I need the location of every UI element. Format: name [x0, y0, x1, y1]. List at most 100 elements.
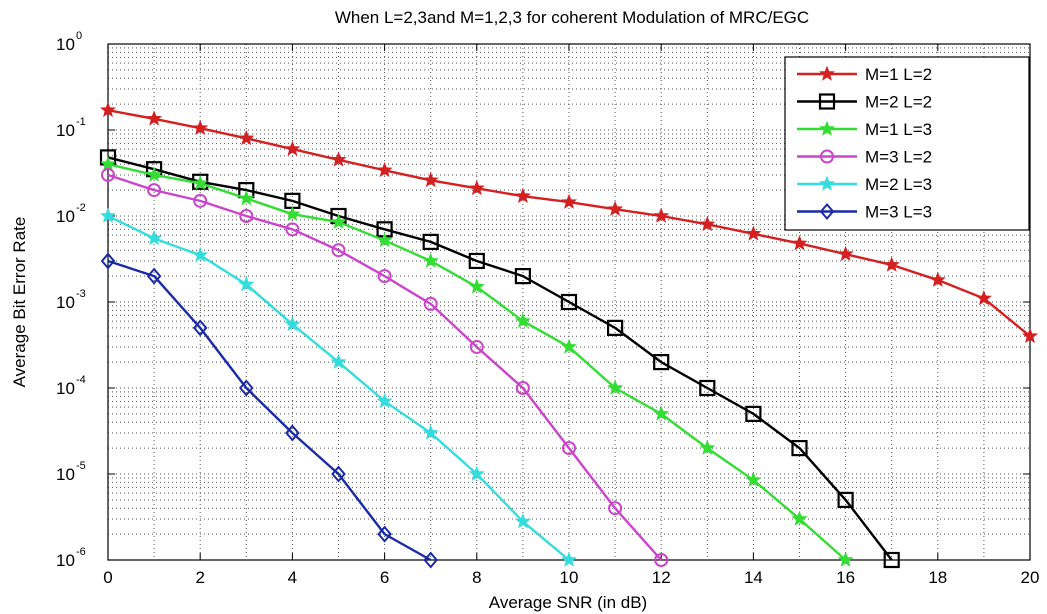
y-tick-label-base: 10 [56, 465, 75, 484]
data-point-marker [607, 379, 624, 395]
data-point-marker [238, 190, 255, 206]
x-tick-label: 16 [836, 568, 855, 587]
data-point-marker [285, 424, 300, 442]
y-tick-label-base: 10 [56, 293, 75, 312]
data-point-marker [654, 553, 669, 567]
data-point-marker [422, 233, 439, 250]
data-point-marker [192, 319, 208, 337]
data-point-marker [607, 200, 624, 216]
data-point-marker [819, 65, 835, 81]
y-tick-label-base: 10 [56, 121, 75, 140]
data-point-marker [561, 338, 577, 354]
data-point-marker [883, 256, 900, 272]
data-point-marker [653, 405, 670, 421]
data-point-marker [146, 229, 163, 246]
data-point-marker [929, 271, 946, 287]
data-point-marker [377, 269, 392, 284]
y-tick-label-exponent: -6 [76, 546, 86, 558]
data-point-marker [819, 175, 835, 191]
data-point-marker [820, 149, 834, 164]
legend-label: M=1 L=2 [865, 65, 932, 84]
data-point-marker [514, 187, 531, 203]
data-point-marker [653, 354, 670, 371]
data-point-marker [469, 339, 484, 354]
data-point-marker [238, 129, 255, 146]
data-point-marker [837, 551, 854, 567]
chart-title: When L=2,3and M=1,2,3 for coherent Modul… [335, 8, 809, 27]
data-point-marker [284, 140, 301, 156]
data-point-marker [192, 119, 209, 135]
legend-entry: M=2 L=2 [797, 93, 932, 112]
x-tick-label: 2 [195, 568, 204, 587]
x-tick-label: 10 [560, 568, 579, 587]
data-point-marker [514, 312, 531, 328]
legend-entry: M=1 L=3 [797, 120, 932, 139]
series-3 [101, 167, 669, 567]
legend: M=1 L=2 M=2 L=2 M=1 L=3 M=3 L=2 M=2 L=3 M=3 L… [784, 56, 1030, 231]
data-point-marker [515, 381, 530, 395]
x-tick-label: 20 [1021, 568, 1040, 587]
legend-label: M=3 L=2 [865, 148, 932, 167]
data-point-marker [238, 379, 254, 397]
data-point-marker [1022, 327, 1038, 344]
y-tick-label-base: 10 [56, 379, 75, 398]
data-point-marker [331, 243, 346, 258]
data-point-marker [699, 439, 716, 455]
legend-entry: M=1 L=2 [797, 65, 932, 84]
series-5 [100, 252, 439, 569]
data-point-marker [376, 161, 393, 178]
data-point-marker [330, 353, 347, 369]
data-point-marker [193, 193, 208, 208]
data-point-marker [285, 222, 300, 237]
data-point-marker [101, 167, 115, 182]
data-point-marker [423, 551, 439, 569]
data-point-marker [745, 471, 762, 487]
x-axis-label: Average SNR (in dB) [489, 593, 647, 612]
data-point-marker [606, 319, 624, 336]
series-0 [100, 101, 1038, 344]
y-tick-label-exponent: -3 [76, 288, 86, 300]
y-tick-label-exponent: -4 [76, 374, 86, 386]
data-point-marker [514, 513, 531, 529]
data-point-marker [192, 246, 209, 262]
data-point-marker [100, 207, 116, 223]
data-point-marker [377, 525, 392, 543]
legend-label: M=2 L=2 [865, 93, 932, 112]
data-point-marker [699, 215, 716, 232]
data-point-marker [423, 296, 438, 311]
series-2 [100, 155, 854, 567]
data-point-marker [975, 290, 992, 306]
legend-entry: M=2 L=3 [797, 175, 932, 194]
data-point-marker [561, 551, 577, 567]
y-tick-label-exponent: -5 [76, 460, 86, 472]
data-point-marker [745, 405, 762, 422]
data-point-marker [468, 179, 485, 196]
data-point-marker [468, 278, 485, 294]
data-point-marker [376, 392, 393, 409]
data-point-marker [284, 205, 301, 221]
data-point-marker [745, 225, 762, 241]
data-point-marker [653, 207, 670, 223]
data-point-marker [819, 120, 835, 136]
series-line [107, 173, 663, 561]
data-point-marker [560, 293, 578, 311]
data-point-marker [422, 252, 439, 268]
data-point-marker [562, 441, 576, 456]
legend-label: M=3 L=3 [865, 203, 932, 222]
data-point-marker [284, 315, 301, 332]
data-point-marker [791, 235, 808, 251]
data-point-marker [819, 202, 835, 221]
data-point-marker [818, 93, 836, 110]
x-tick-label: 6 [380, 568, 389, 587]
data-point-marker [330, 151, 347, 167]
data-point-marker [422, 424, 439, 440]
series-4 [100, 207, 577, 567]
data-point-marker [468, 465, 485, 481]
data-point-marker [468, 252, 485, 270]
legend-entry: M=3 L=2 [797, 148, 932, 167]
data-point-marker [100, 155, 116, 172]
legend-label: M=2 L=3 [865, 175, 932, 194]
series-group [99, 101, 1038, 569]
